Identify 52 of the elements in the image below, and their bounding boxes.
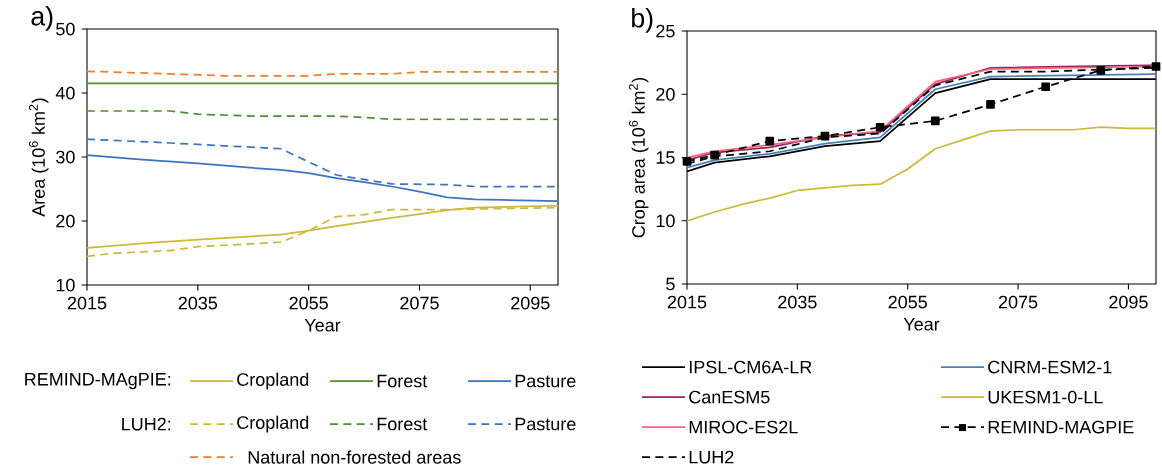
point [1041,82,1050,92]
legend-label: IPSL-CM6A-LR [689,360,812,374]
y-tick-label: 50 [56,22,75,36]
text: REMIND-MAgPIE: [25,372,171,390]
point [710,150,719,160]
x-axis-title: Year [304,318,341,332]
point [875,122,885,132]
x-tick-label: 2095 [1109,295,1148,309]
legend-label: UKESM1-0-LL [988,390,1103,404]
legend-label: Forest [377,374,428,388]
x-tick-label: 2075 [400,296,439,310]
line-series [87,110,558,121]
legend-label: Cropland [237,372,309,390]
x-tick-label: 2015 [67,296,107,310]
point [765,136,775,146]
legend-label: MIROC-ES2L [689,420,798,434]
point [986,100,995,109]
point [682,157,692,166]
point [1096,65,1106,75]
y-axis-title: Area (10$^{6}$ km$^{2}$) [28,98,49,217]
y-tick-label: 10 [56,278,75,292]
x-axis-title: Year [903,317,940,331]
x-tick-label: 2035 [778,295,817,309]
x-tick-label: 2075 [998,295,1038,309]
x-tick-label: 2035 [178,296,218,310]
y-tick-label: 10 [656,214,675,228]
legend-label: REMIND-MAGPIE [988,420,1134,434]
y-tick-label: 40 [55,86,75,100]
legend-label: Pasture [515,417,576,431]
chart-title: a) [31,5,53,31]
legend-label: CanESM5 [689,390,770,404]
legend-label: Forest [377,417,428,431]
y-tick-label: 30 [56,150,75,164]
legend-label: CNRM-ESM2-1 [988,360,1112,374]
x-tick-label: 2055 [888,295,927,309]
chart-title: b) [632,7,653,33]
y-tick-label: 5 [666,277,675,291]
legend-label: Cropland [237,415,309,433]
point [1151,62,1161,71]
y-axis-title: Crop area (10$^{6}$ km$^{2}$) [628,77,649,238]
x-tick-label: 2015 [667,295,707,309]
point [930,116,940,126]
y-tick-label: 20 [56,214,75,228]
legend-label: LUH2 [689,450,734,464]
y-tick-label: 20 [656,87,675,101]
y-tick-label: 15 [656,151,675,164]
x-tick-label: 2055 [289,296,328,310]
y-tick-label: 25 [656,24,675,38]
x-tick-label: 2095 [511,296,550,310]
legend-label: Pasture [515,374,576,388]
legend-label: Natural non-forested areas [248,450,461,464]
text: LUH2: [122,417,171,431]
